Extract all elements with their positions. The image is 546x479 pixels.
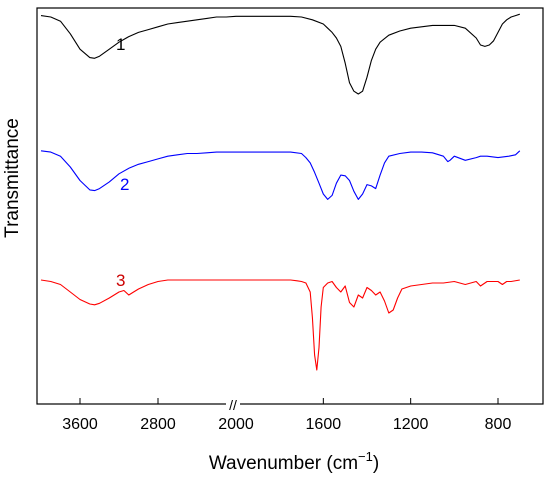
x-tick-label: 800 [485, 416, 512, 433]
series-label-2: 2 [120, 175, 129, 194]
x-tick-label: 1200 [393, 416, 429, 433]
axis-break-mark: // [226, 397, 240, 413]
x-tick-label: 2000 [218, 416, 254, 433]
y-axis-title: Transmittance [2, 118, 23, 238]
plot-frame [36, 7, 544, 405]
series-lines [40, 13, 521, 371]
x-axis-title-close: ) [373, 453, 379, 474]
series-line-3 [40, 279, 520, 371]
x-axis-title-text: Wavenumber (cm [209, 453, 358, 474]
series-labels: 1 2 3 [116, 35, 129, 290]
series-line-2 [40, 150, 521, 200]
x-axis-title-superscript: −1 [358, 449, 373, 464]
x-axis-title: Wavenumber (cm−1) [209, 449, 379, 474]
series-label-1: 1 [116, 35, 125, 54]
x-tick-label: 1600 [306, 416, 342, 433]
axis-break-symbol: // [229, 397, 237, 413]
series-line-1 [40, 13, 520, 95]
x-tick-label: 2800 [140, 416, 176, 433]
x-axis-ticks: 3600 2800 2000 1600 1200 800 [62, 398, 511, 433]
series-label-3: 3 [116, 271, 125, 290]
x-tick-label: 3600 [62, 416, 98, 433]
